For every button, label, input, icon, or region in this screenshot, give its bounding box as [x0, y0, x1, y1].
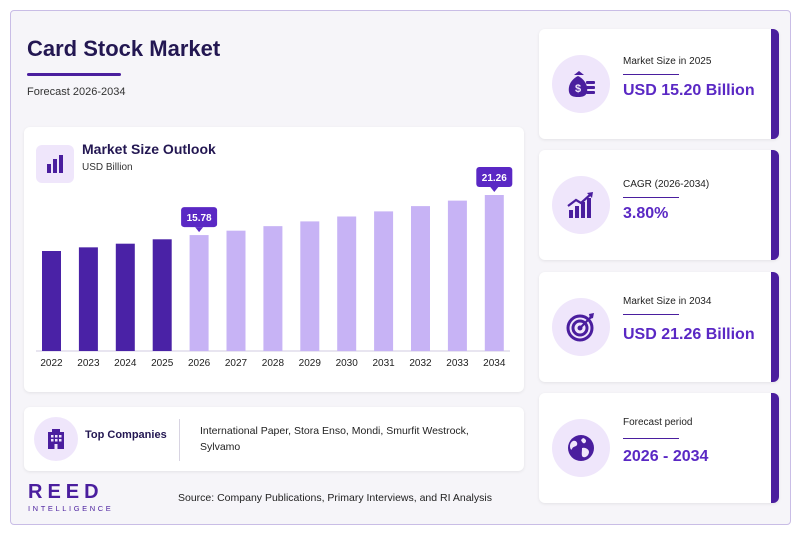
x-tick-label: 2034 — [483, 358, 506, 369]
bar-2030 — [337, 216, 357, 351]
x-tick-label: 2026 — [188, 358, 211, 369]
x-tick-label: 2024 — [114, 358, 137, 369]
bar-2023 — [78, 247, 98, 351]
stat-label: Market Size in 2034 — [623, 296, 712, 307]
bar-chart: 2022 2023 2024 2025 2026 2027 2028 2029 2030 2031… — [36, 167, 513, 369]
stat-divider — [623, 438, 679, 439]
title-underline — [27, 73, 121, 76]
divider — [179, 419, 180, 461]
stat-divider — [623, 74, 679, 75]
top-companies-card: Top Companies International Paper, Stora… — [24, 407, 524, 471]
source-note: Source: Company Publications, Primary In… — [178, 492, 492, 504]
stat-card-market-size-2025: $ Market Size in 2025 USD 15.20 Billion — [539, 29, 779, 139]
x-tick-label: 2027 — [225, 358, 248, 369]
chart-title: Market Size Outlook — [82, 141, 216, 157]
x-tick-label: 2025 — [151, 358, 174, 369]
svg-text:15.78: 15.78 — [187, 213, 212, 224]
bar-2029 — [300, 221, 320, 351]
bar-2028 — [263, 226, 283, 351]
x-tick-label: 2032 — [409, 358, 432, 369]
bar-2025 — [152, 239, 172, 351]
chart-unit-label: USD Billion — [82, 162, 133, 173]
chart-card: 2022 2023 2024 2025 2026 2027 2028 2029 2030 2031… — [24, 127, 524, 392]
stat-divider — [623, 314, 679, 315]
x-tick-label: 2022 — [40, 358, 63, 369]
brand-logo: REED INTELLIGENCE — [28, 481, 113, 513]
growth-chart-icon — [552, 176, 610, 234]
logo-sub-text: INTELLIGENCE — [28, 504, 114, 513]
stat-value: USD 15.20 Billion — [623, 82, 755, 99]
stat-card-market-size-2034: Market Size in 2034 USD 21.26 Billion — [539, 272, 779, 382]
bar-2034 — [484, 195, 504, 351]
bar-2026 — [189, 235, 209, 351]
logo-main-text: REED — [28, 481, 104, 503]
globe-icon — [552, 419, 610, 477]
x-tick-label: 2030 — [336, 358, 359, 369]
x-tick-label: 2033 — [446, 358, 469, 369]
top-companies-label: Top Companies — [85, 429, 167, 441]
data-label-2026: 15.78 — [181, 207, 218, 233]
page-title: Card Stock Market — [27, 36, 221, 61]
bar-2033 — [447, 200, 467, 351]
data-label-2034: 21.26 — [476, 167, 513, 192]
bar-2027 — [226, 230, 246, 351]
money-bag-icon: $ — [552, 55, 610, 113]
bar-2022 — [42, 251, 61, 351]
bar-chart-icon — [36, 145, 74, 183]
x-tick-label: 2029 — [299, 358, 322, 369]
svg-text:$: $ — [575, 83, 581, 95]
page-subtitle: Forecast 2026-2034 — [27, 86, 126, 98]
building-icon — [34, 417, 78, 461]
svg-text:21.26: 21.26 — [482, 173, 507, 184]
bar-2031 — [374, 211, 394, 351]
stat-label: CAGR (2026-2034) — [623, 179, 710, 190]
x-tick-label: 2028 — [262, 358, 285, 369]
bar-2032 — [411, 206, 430, 351]
target-icon — [552, 298, 610, 356]
x-tick-label: 2023 — [77, 358, 100, 369]
stat-card-forecast-period: Forecast period 2026 - 2034 — [539, 393, 779, 503]
stat-value: 2026 - 2034 — [623, 448, 709, 465]
bar-2024 — [115, 243, 135, 351]
stat-value: USD 21.26 Billion — [623, 326, 755, 343]
top-companies-list: International Paper, Stora Enso, Mondi, … — [200, 425, 469, 453]
stat-divider — [623, 197, 679, 198]
stat-label: Forecast period — [623, 417, 693, 428]
stat-card-cagr: CAGR (2026-2034) 3.80% — [539, 150, 779, 260]
x-tick-label: 2031 — [372, 358, 395, 369]
stat-label: Market Size in 2025 — [623, 56, 712, 67]
stat-value: 3.80% — [623, 205, 669, 222]
